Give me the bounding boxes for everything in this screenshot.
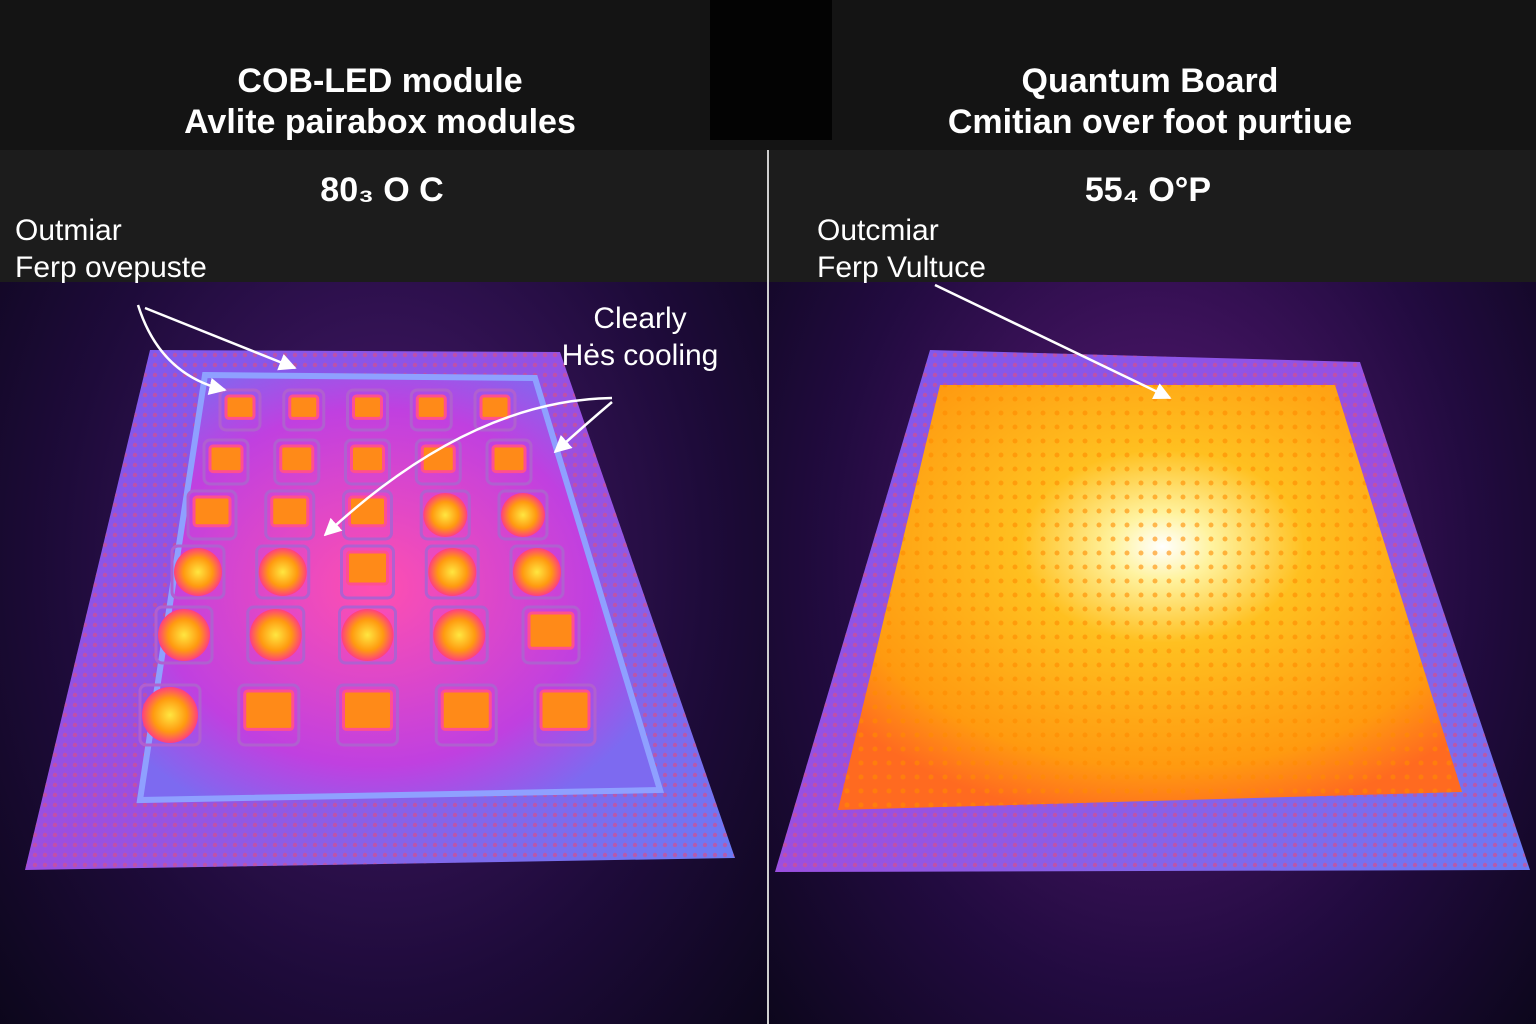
- led-chip: [202, 438, 250, 486]
- led-chip: [246, 605, 306, 665]
- led-chip: [264, 489, 316, 541]
- led-chip: [218, 388, 262, 432]
- led-chip: [539, 689, 591, 731]
- led-chip: [415, 394, 447, 420]
- board-led-dots: [838, 385, 1462, 810]
- annotation: Ferp ovepuste: [15, 251, 207, 284]
- led-chip: [255, 544, 311, 600]
- subtitle: Avlite pairabox modules: [184, 103, 576, 141]
- arrow: [144, 306, 297, 371]
- led-chip: [208, 444, 244, 474]
- led-chip: [533, 683, 597, 747]
- led-chip: [174, 548, 222, 596]
- led-chip: [350, 444, 385, 474]
- led-chip: [342, 489, 393, 541]
- subtitle: Cmitian over foot purtiue: [948, 103, 1352, 141]
- led-chip: [154, 605, 214, 665]
- led-chip: [433, 609, 486, 661]
- led-chip: [258, 548, 307, 596]
- quantum-board: [775, 350, 1530, 872]
- led-chip: [346, 388, 389, 432]
- led-chip: [527, 611, 575, 650]
- title: Quantum Board: [1022, 62, 1279, 100]
- arrow: [136, 304, 227, 395]
- led-chip: [273, 438, 321, 486]
- arrow: [553, 401, 613, 454]
- cob-board: [25, 350, 735, 870]
- temperature: 55₄ O°P: [1085, 171, 1211, 209]
- led-chip: [473, 388, 517, 432]
- led-chip: [348, 495, 387, 528]
- led-chip: [170, 544, 226, 600]
- led-chip: [352, 394, 383, 420]
- led-chip: [336, 683, 399, 747]
- arrows: [136, 283, 1172, 537]
- led-chip: [346, 550, 389, 586]
- led-chip: [282, 388, 326, 432]
- led-chip: [142, 687, 198, 743]
- led-chip: [279, 444, 315, 474]
- led-chip: [440, 689, 492, 731]
- led-chip: [158, 609, 210, 661]
- led-chip: [428, 548, 477, 596]
- annotation: Outcmiar: [817, 214, 939, 247]
- led-chip: [186, 489, 238, 541]
- led-chip: [424, 544, 480, 600]
- annotation: Clearly: [593, 302, 686, 335]
- annotation: Ferp Vultuce: [817, 251, 986, 284]
- led-chip: [485, 438, 533, 486]
- led-chip: [423, 493, 468, 537]
- led-chip: [429, 605, 489, 665]
- led-chip: [288, 394, 320, 420]
- arrow: [323, 396, 613, 537]
- led-chip: [338, 605, 397, 665]
- led-chip: [192, 495, 232, 528]
- led-chip: [341, 609, 394, 661]
- led-chip: [249, 609, 302, 661]
- led-chip: [344, 438, 391, 486]
- title: COB-LED module: [237, 62, 522, 100]
- led-chip: [513, 548, 561, 596]
- temperature: 80₃ O C: [320, 171, 443, 209]
- center-block: [710, 0, 832, 140]
- led-grid: [138, 388, 597, 747]
- led-chip: [419, 489, 471, 541]
- led-chip: [491, 444, 527, 474]
- arrow: [934, 283, 1172, 400]
- led-chip: [409, 388, 453, 432]
- led-chip: [342, 689, 393, 731]
- led-chip: [521, 605, 581, 665]
- led-chip: [497, 489, 549, 541]
- led-chip: [509, 544, 565, 600]
- led-chip: [243, 689, 295, 731]
- led-chip: [138, 683, 202, 747]
- led-chip: [434, 683, 498, 747]
- led-chip: [270, 495, 310, 528]
- led-chip: [237, 683, 301, 747]
- led-chip: [479, 394, 511, 420]
- led-chip: [224, 394, 256, 420]
- led-chip: [340, 544, 395, 600]
- annotation: Hės cooling: [562, 339, 719, 372]
- led-chip: [501, 493, 545, 537]
- annotation: Outmiar: [15, 214, 122, 247]
